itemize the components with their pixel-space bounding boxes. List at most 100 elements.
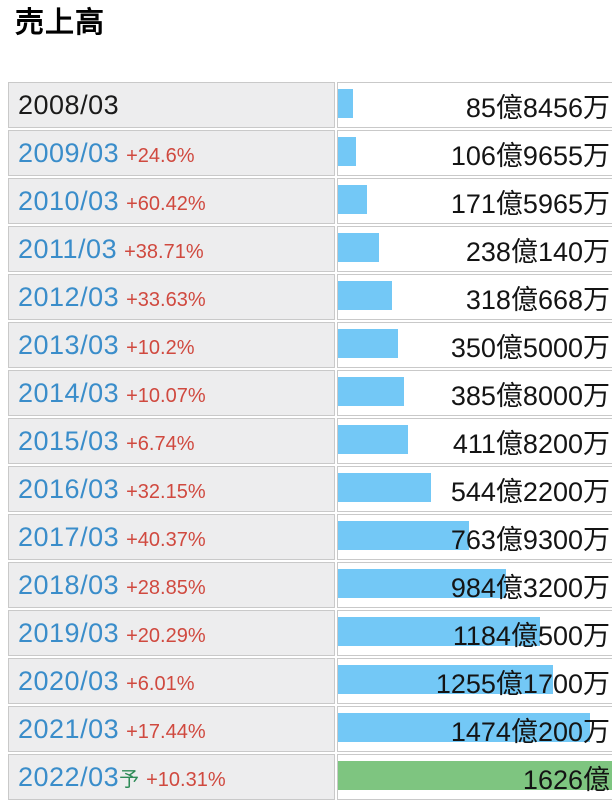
revenue-value: 1184億500万	[452, 620, 610, 651]
fiscal-year-cell: 2016/03 +32.15%	[8, 466, 335, 512]
revenue-value: 411億8200万	[452, 428, 610, 459]
table-row: 2011/03 +38.71% 238億140万	[8, 226, 612, 272]
revenue-value: 544億2200万	[450, 476, 610, 507]
fiscal-year-cell: 2021/03 +17.44%	[8, 706, 335, 752]
fiscal-year-cell: 2018/03 +28.85%	[8, 562, 335, 608]
revenue-bar	[338, 617, 541, 646]
table-row: 2022/03予 +10.31% 1626億	[8, 754, 612, 800]
table-row: 2008/03 85億8456万	[8, 82, 612, 128]
fiscal-year-link[interactable]: 2009/03	[18, 137, 120, 168]
pct-change: +24.6%	[126, 144, 195, 167]
fiscal-year-link[interactable]: 2011/03	[18, 233, 118, 264]
revenue-bar	[338, 329, 398, 358]
revenue-value-cell: 171億5965万	[337, 178, 612, 224]
revenue-value-cell: 544億2200万	[337, 466, 612, 512]
revenue-value-cell: 238億140万	[337, 226, 612, 272]
pct-change: +38.71%	[124, 240, 204, 263]
revenue-value-cell: 763億9300万	[337, 514, 612, 560]
revenue-value: 385億8000万	[450, 380, 610, 411]
pct-change: +6.01%	[126, 672, 195, 695]
table-row: 2019/03 +20.29% 1184億500万	[8, 610, 612, 656]
fiscal-year-link[interactable]: 2013/03	[18, 329, 120, 360]
revenue-bar	[338, 89, 353, 118]
fiscal-year-cell: 2015/03 +6.74%	[8, 418, 335, 464]
revenue-value-cell: 1626億	[337, 754, 612, 800]
fiscal-year-link[interactable]: 2014/03	[18, 377, 120, 408]
revenue-bar	[338, 761, 612, 790]
pct-change: +17.44%	[126, 720, 206, 743]
table-row: 2010/03 +60.42% 171億5965万	[8, 178, 612, 224]
revenue-value: 1626億	[522, 764, 610, 795]
table-row: 2016/03 +32.15% 544億2200万	[8, 466, 612, 512]
revenue-bar	[338, 185, 368, 214]
revenue-bar	[338, 137, 357, 166]
table-row: 2015/03 +6.74% 411億8200万	[8, 418, 612, 464]
revenue-value-cell: 1255億1700万	[337, 658, 612, 704]
revenue-value-cell: 350億5000万	[337, 322, 612, 368]
pct-change: +10.2%	[126, 336, 195, 359]
revenue-table: 2008/03 85億8456万 2009/03 +24.6% 106億9655万 201…	[6, 80, 612, 802]
revenue-bar	[338, 281, 393, 310]
forecast-mark: 予	[119, 768, 140, 791]
revenue-bar	[338, 233, 379, 262]
pct-change: +20.29%	[126, 624, 206, 647]
fiscal-year-link[interactable]: 2020/03	[18, 665, 120, 696]
fiscal-year-link[interactable]: 2022/03	[18, 761, 120, 792]
revenue-value-cell: 1184億500万	[337, 610, 612, 656]
fiscal-year-link[interactable]: 2015/03	[18, 425, 120, 456]
revenue-bar	[338, 377, 404, 406]
pct-change: +32.15%	[126, 480, 206, 503]
fiscal-year-cell: 2022/03予 +10.31%	[8, 754, 335, 800]
fiscal-year-link[interactable]: 2018/03	[18, 569, 120, 600]
table-row: 2012/03 +33.63% 318億668万	[8, 274, 612, 320]
revenue-value-cell: 318億668万	[337, 274, 612, 320]
page-title: 売上高	[15, 7, 106, 39]
revenue-value: 763億9300万	[450, 524, 610, 555]
fiscal-year-link[interactable]: 2016/03	[18, 473, 120, 504]
fiscal-year-cell: 2014/03 +10.07%	[8, 370, 335, 416]
fiscal-year-link[interactable]: 2019/03	[18, 617, 120, 648]
fiscal-year-cell: 2009/03 +24.6%	[8, 130, 335, 176]
revenue-bar	[338, 713, 590, 742]
fiscal-year-link[interactable]: 2010/03	[18, 185, 120, 216]
revenue-value-cell: 411億8200万	[337, 418, 612, 464]
revenue-value-cell: 1474億200万	[337, 706, 612, 752]
pct-change: +28.85%	[126, 576, 206, 599]
pct-change: +10.31%	[146, 768, 226, 791]
fiscal-year-cell: 2020/03 +6.01%	[8, 658, 335, 704]
table-row: 2013/03 +10.2% 350億5000万	[8, 322, 612, 368]
table-row: 2018/03 +28.85% 984億3200万	[8, 562, 612, 608]
fiscal-year-cell: 2013/03 +10.2%	[8, 322, 335, 368]
revenue-value-cell: 85億8456万	[337, 82, 612, 128]
table-row: 2021/03 +17.44% 1474億200万	[8, 706, 612, 752]
table-row: 2009/03 +24.6% 106億9655万	[8, 130, 612, 176]
revenue-bar	[338, 569, 507, 598]
revenue-value: 1474億200万	[450, 716, 610, 747]
revenue-bar	[338, 425, 409, 454]
table-row: 2014/03 +10.07% 385億8000万	[8, 370, 612, 416]
fiscal-year-cell: 2019/03 +20.29%	[8, 610, 335, 656]
revenue-table-body: 2008/03 85億8456万 2009/03 +24.6% 106億9655万 201…	[8, 82, 612, 800]
revenue-value: 238億140万	[465, 236, 610, 267]
fiscal-year-cell: 2010/03 +60.42%	[8, 178, 335, 224]
revenue-value: 318億668万	[465, 284, 610, 315]
pct-change: +33.63%	[126, 288, 206, 311]
revenue-value: 106億9655万	[450, 140, 610, 171]
fiscal-year-cell: 2008/03	[8, 82, 335, 128]
fiscal-year-label: 2008/03	[18, 89, 120, 120]
table-row: 2017/03 +40.37% 763億9300万	[8, 514, 612, 560]
revenue-bar	[338, 665, 553, 694]
revenue-value: 1255億1700万	[435, 668, 610, 699]
fiscal-year-link[interactable]: 2012/03	[18, 281, 120, 312]
fiscal-year-cell: 2012/03 +33.63%	[8, 274, 335, 320]
fiscal-year-link[interactable]: 2017/03	[18, 521, 120, 552]
revenue-value-cell: 106億9655万	[337, 130, 612, 176]
pct-change: +60.42%	[126, 192, 206, 215]
fiscal-year-link[interactable]: 2021/03	[18, 713, 120, 744]
fiscal-year-cell: 2017/03 +40.37%	[8, 514, 335, 560]
revenue-value: 85億8456万	[465, 92, 610, 123]
pct-change: +40.37%	[126, 528, 206, 551]
revenue-value-cell: 385億8000万	[337, 370, 612, 416]
revenue-value: 171億5965万	[450, 188, 610, 219]
revenue-bar	[338, 521, 469, 550]
